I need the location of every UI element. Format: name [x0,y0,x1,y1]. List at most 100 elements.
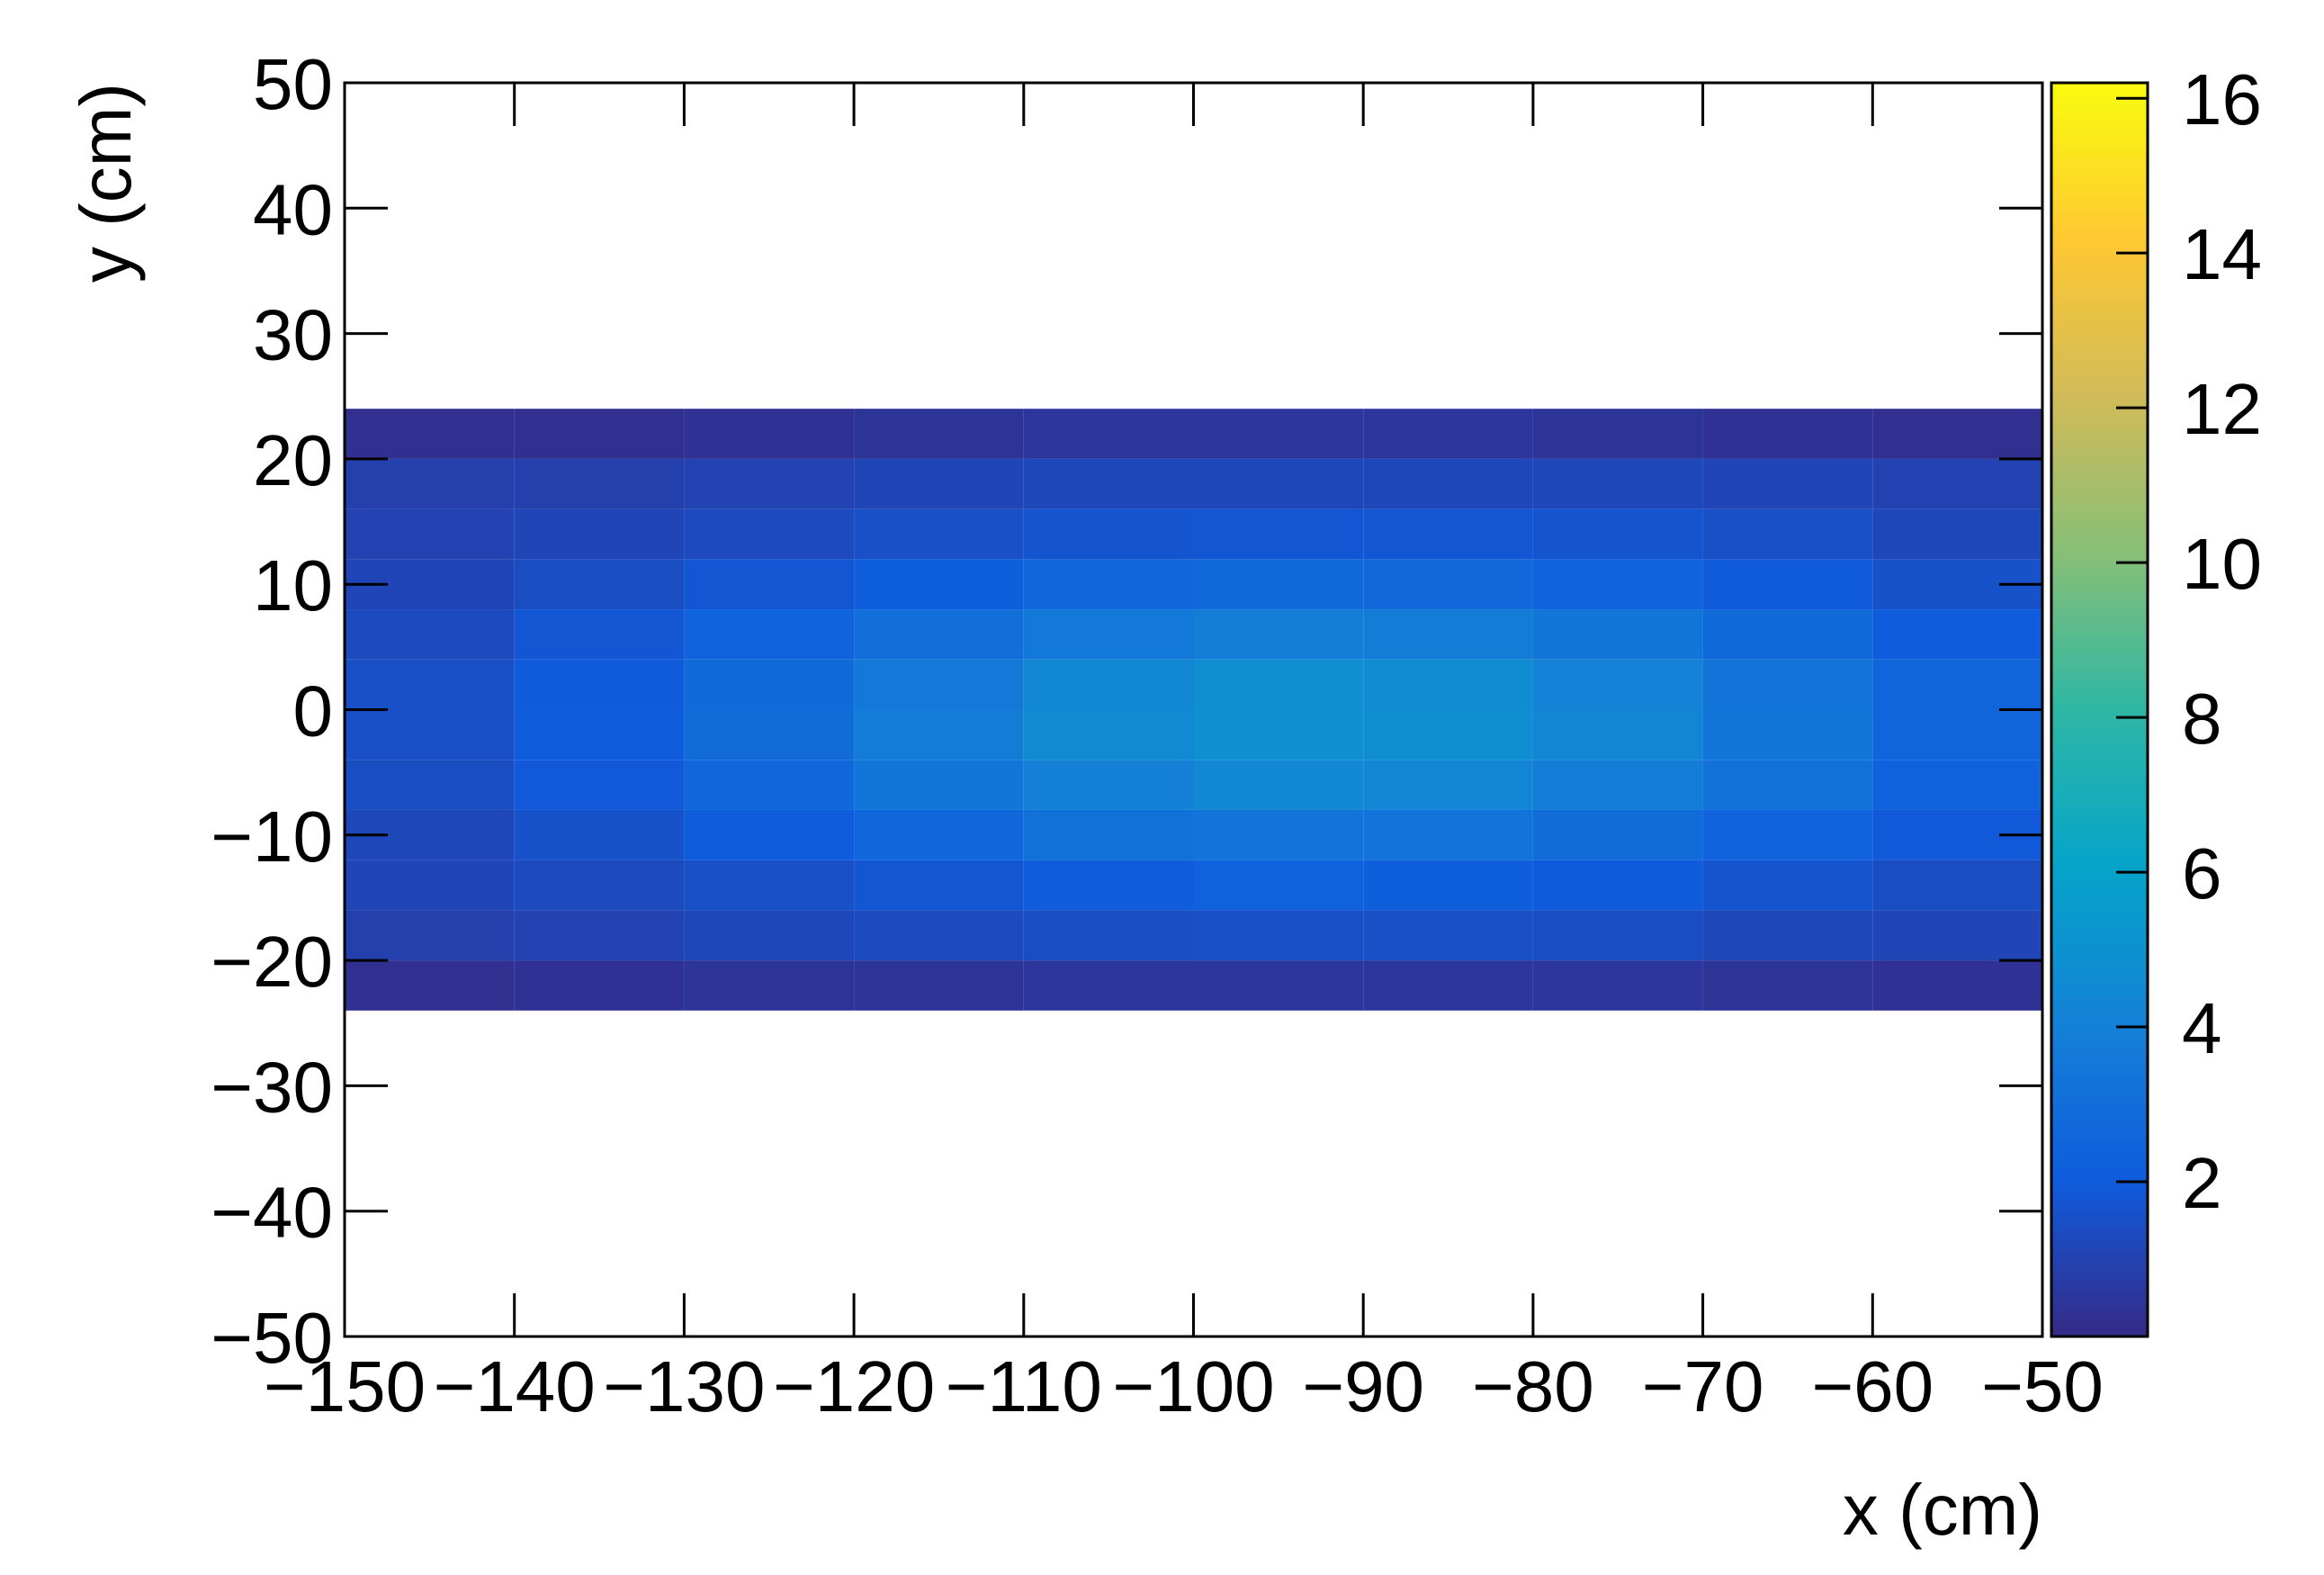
x-tick-label: −130 [603,1346,765,1426]
y-tick-label: −10 [211,796,333,877]
cell [854,960,1024,1011]
x-tick-label: −80 [1472,1346,1594,1426]
cell [1023,960,1194,1011]
cell [854,458,1024,509]
x-tick-label: −150 [264,1346,426,1426]
cell [1702,960,1873,1011]
cell [684,910,855,961]
cell [1532,458,1703,509]
y-tick-label: 20 [253,420,333,500]
cell [1702,559,1873,610]
cell [1702,659,1873,710]
cell [514,659,685,710]
cell [1702,809,1873,860]
cell [1193,458,1364,509]
cell [345,659,515,710]
cell [854,508,1024,560]
cell [854,760,1024,810]
cell [684,409,855,459]
cell [684,709,855,760]
colorbar-tick-label: 4 [2182,988,2222,1068]
y-tick-label: 0 [293,671,334,752]
y-tick-label: −50 [211,1298,333,1378]
cell [854,559,1024,610]
cell [514,458,685,509]
cell [684,659,855,710]
cell [1363,508,1533,560]
cell [684,809,855,860]
cell [1193,508,1364,560]
colorbar-tick-label: 16 [2182,59,2262,140]
cell [1532,910,1703,961]
cell [684,458,855,509]
cell [1363,409,1533,459]
x-tick-label: −60 [1811,1346,1934,1426]
cell [1872,960,2042,1011]
x-tick-label: −90 [1302,1346,1424,1426]
cell [1193,910,1364,961]
cell [684,860,855,911]
cell [1193,559,1364,610]
cell [1363,960,1533,1011]
cell [854,659,1024,710]
x-tick-label: −110 [946,1346,1102,1426]
y-tick-label: −30 [211,1047,333,1127]
colorbar-tick-label: 14 [2182,214,2262,294]
cell [1872,709,2042,760]
cell [1193,760,1364,810]
cell [1363,760,1533,810]
cell [1532,659,1703,710]
cell [1023,860,1194,911]
cell [684,559,855,610]
y-tick-label: 40 [253,169,333,249]
cell [345,709,515,760]
cell [514,409,685,459]
cell [1872,760,2042,810]
cell [684,508,855,560]
cell [1872,659,2042,710]
cell [1193,709,1364,760]
cell [345,458,515,509]
cell [1193,659,1364,710]
y-axis-label: y (cm) [66,83,146,283]
cell [1872,910,2042,961]
cell [684,760,855,810]
cell [345,760,515,810]
cell [1702,910,1873,961]
cell [854,409,1024,459]
cell [345,508,515,560]
cell [1532,760,1703,810]
cell [1702,609,1873,660]
cell [1193,409,1364,459]
cell [1023,409,1194,459]
cell [1193,860,1364,911]
cell [1023,910,1194,961]
cell [514,760,685,810]
cell [1532,860,1703,911]
cell [854,609,1024,660]
x-tick-label: −100 [1112,1346,1274,1426]
colorbar-tick-label: 10 [2182,524,2262,604]
cell [514,960,685,1011]
cell [345,960,515,1011]
cell [1872,508,2042,560]
x-tick-label: −120 [773,1346,935,1426]
cell [1702,409,1873,459]
cell [514,508,685,560]
cell [345,609,515,660]
cell [1193,609,1364,660]
cell [1023,609,1194,660]
colorbar-tick-label: 6 [2182,833,2222,914]
cell [854,709,1024,760]
cell [1702,709,1873,760]
cell [854,809,1024,860]
cell [1872,609,2042,660]
cell [854,860,1024,911]
x-axis-label: x (cm) [1843,1470,2042,1550]
colorbar [2050,81,2149,1338]
cell [1702,458,1873,509]
x-tick-label: −50 [1981,1346,2104,1426]
cell [1532,960,1703,1011]
cell [1023,559,1194,610]
